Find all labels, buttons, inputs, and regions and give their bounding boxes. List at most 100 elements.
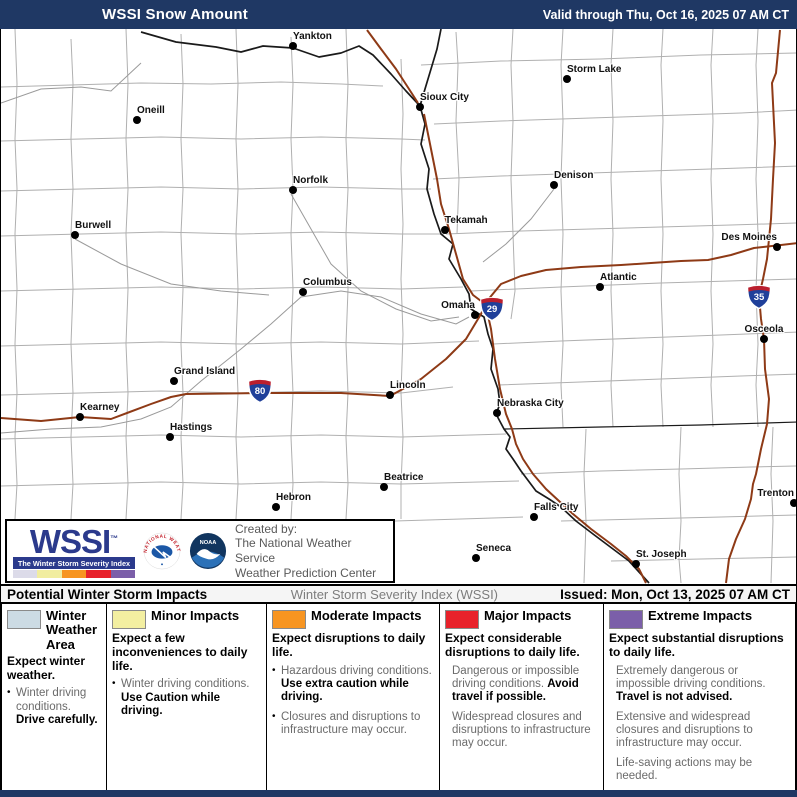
strip-major <box>86 570 111 578</box>
city-label: St. Joseph <box>636 549 687 560</box>
legend-col-title: Major Impacts <box>484 608 572 623</box>
interstate-number: 29 <box>486 304 498 315</box>
nws-seal-icon: NATIONAL WEATHER SERVICE <box>143 532 181 570</box>
org-line2: Weather Prediction Center <box>235 565 377 580</box>
impact-legend: Winter Weather Area Expect winter weathe… <box>0 604 797 790</box>
info-bar: Potential Winter Storm Impacts Winter St… <box>0 584 797 604</box>
legend-col-head: Minor Impacts <box>112 608 262 629</box>
detail-text: Extremely dangerous or impossible drivin… <box>616 664 766 690</box>
noaa-seal-icon: NOAA <box>189 532 227 570</box>
city-label: Des Moines <box>721 232 777 243</box>
extreme-impacts-swatch <box>609 610 643 629</box>
wssi-logo: WSSI™ The Winter Storm Severity Index <box>13 523 136 578</box>
city-label: Yankton <box>293 31 332 42</box>
interstate-35-shield: 35 <box>746 283 772 310</box>
city-label: Denison <box>554 170 594 181</box>
detail-text: Dangerous or impossible driving conditio… <box>452 664 580 690</box>
city-label: Osceola <box>744 324 784 335</box>
legend-col-title: Moderate Impacts <box>311 608 422 623</box>
city-dot <box>563 75 571 83</box>
interstate-shield-icon <box>747 285 771 310</box>
legend-items: • Winter driving conditions. Use Caution … <box>112 678 262 718</box>
wssi-wordmark: WSSI™ <box>29 523 119 560</box>
city-label: Lincoln <box>390 380 426 391</box>
city-dot <box>71 231 79 239</box>
highway-lines <box>1 29 796 584</box>
city-dot <box>596 283 604 291</box>
legend-item-text: Closures and disruptions to infrastructu… <box>281 711 435 738</box>
legend-item-text: Hazardous driving conditions. Use extra … <box>281 665 435 705</box>
bullet-icon: • <box>272 664 276 676</box>
city-label: Grand Island <box>174 366 236 377</box>
city-label: Atlantic <box>600 272 637 283</box>
legend-col-title: Minor Impacts <box>151 608 240 623</box>
legend-item-text: Extensive and widespread closures and di… <box>616 711 791 751</box>
wssi-tagline: The Winter Storm Severity Index <box>13 557 135 569</box>
legend-col-summary: Expect disruptions to daily life. <box>272 631 426 659</box>
legend-col-summary: Expect a few inconveniences to daily lif… <box>112 631 248 673</box>
detail-text: Widespread closures and disruptions to i… <box>452 710 591 750</box>
city-dot <box>380 483 388 491</box>
detail-text: Life-saving actions may be needed. <box>616 756 753 782</box>
wssi-index-label: Winter Storm Severity Index (WSSI) <box>290 586 499 602</box>
city-label: Norfolk <box>293 175 328 186</box>
legend-item: • Winter driving conditions. Use Caution … <box>112 678 262 718</box>
city-label: Storm Lake <box>567 64 622 75</box>
legend-col-extreme: Extreme Impacts Expect substantial disru… <box>603 604 795 790</box>
city-label: Hastings <box>170 422 213 433</box>
legend-col-title: Winter Weather Area <box>46 608 98 652</box>
legend-item: Widespread closures and disruptions to i… <box>445 711 599 751</box>
interstate-80-shield: 80 <box>247 377 273 404</box>
emphasis-text: Use extra caution while driving. <box>281 677 409 704</box>
city-dot <box>289 42 297 50</box>
legend-col-summary: Expect winter weather. <box>7 653 86 682</box>
legend-item-text: Widespread closures and disruptions to i… <box>452 711 599 751</box>
city-dot <box>471 311 479 319</box>
city-label: Nebraska City <box>497 398 564 409</box>
credit-box: WSSI™ The Winter Storm Severity Index NA… <box>5 519 395 583</box>
city-dot <box>170 377 178 385</box>
legend-col-summary: Expect substantial disruptions to daily … <box>609 631 784 659</box>
emphasis-text: Travel is not advised. <box>616 691 733 704</box>
map-base-layers <box>1 29 796 584</box>
city-dot <box>790 499 796 507</box>
city-label: Oneill <box>137 105 165 116</box>
legend-item-text: Winter driving conditions. Use Caution w… <box>121 678 262 718</box>
city-dot <box>472 554 480 562</box>
city-label: Burwell <box>75 220 112 231</box>
city-dot <box>530 513 538 521</box>
city-dot <box>299 288 307 296</box>
city-dot <box>550 181 558 189</box>
legend-item: Extensive and widespread closures and di… <box>609 711 791 751</box>
legend-col-head: Major Impacts <box>445 608 599 629</box>
interstate-29-shield: 29 <box>479 295 505 322</box>
interstate-shield-icon <box>248 379 272 404</box>
legend-item-text: Dangerous or impossible driving conditio… <box>452 665 599 705</box>
detail-text: Winter driving conditions. <box>16 687 87 713</box>
city-dot <box>493 409 501 417</box>
city-dot <box>133 116 141 124</box>
detail-text: Extensive and widespread closures and di… <box>616 710 753 750</box>
city-dot <box>760 335 768 343</box>
bottom-accent-bar <box>0 790 797 797</box>
city-dot <box>76 413 84 421</box>
interstate-shield-icon <box>480 297 504 322</box>
bullet-icon: • <box>112 678 116 690</box>
city-dot <box>166 433 174 441</box>
city-label: Columbus <box>303 277 352 288</box>
legend-col-summary: Expect considerable disruptions to daily… <box>445 631 580 659</box>
county-lines <box>1 29 796 584</box>
moderate-impacts-swatch <box>272 610 306 629</box>
detail-text: Closures and disruptions to infrastructu… <box>281 710 421 736</box>
legend-items: • Hazardous driving conditions. Use extra… <box>272 665 435 738</box>
svg-text:NOAA: NOAA <box>200 540 217 546</box>
city-label: Kearney <box>80 402 120 413</box>
city-dot <box>416 103 424 111</box>
city-label: Hebron <box>276 492 311 503</box>
legend-item-text: Life-saving actions may be needed. <box>616 757 791 784</box>
city-dot <box>632 560 640 568</box>
city-label: Sioux City <box>420 92 469 103</box>
legend-item: • Closures and disruptions to infrastruct… <box>272 711 435 738</box>
legend-items: Dangerous or impossible driving conditio… <box>445 665 599 751</box>
